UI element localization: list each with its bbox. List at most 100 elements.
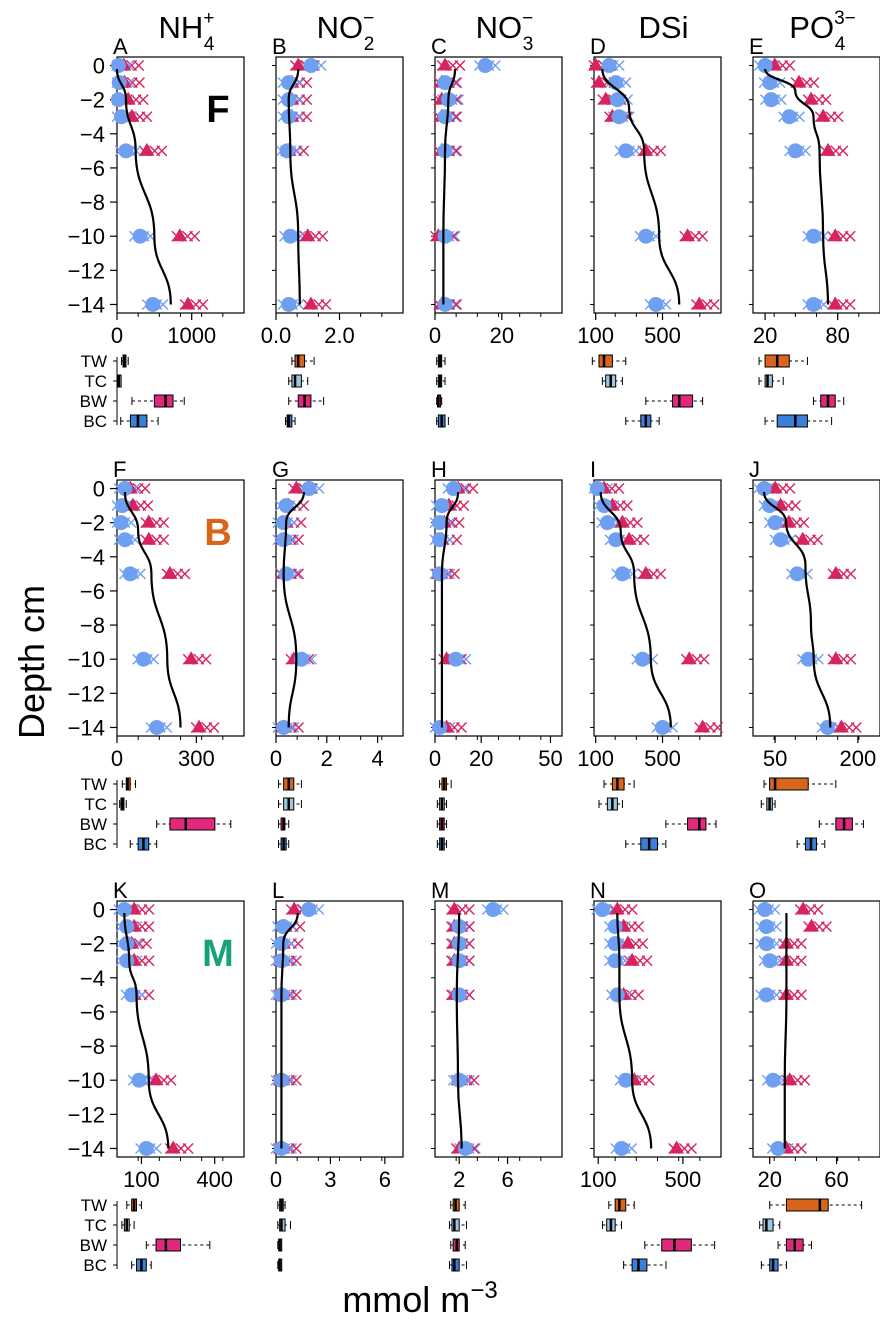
replicate-cross-blue	[290, 568, 302, 580]
replicate-cross-red	[641, 955, 653, 967]
data-circle	[756, 481, 772, 497]
data-circle	[589, 481, 605, 497]
data-triangle	[828, 651, 844, 665]
data-circle	[770, 1140, 786, 1156]
data-triangle	[588, 57, 604, 71]
replicate-cross-blue	[286, 955, 298, 967]
replicate-cross-red	[182, 1142, 194, 1154]
replicate-cross-blue	[489, 60, 501, 72]
data-triangle	[791, 74, 807, 88]
boxplot-TC	[288, 374, 309, 388]
boxplot-BW	[277, 1238, 283, 1252]
x-tick-label: 2	[453, 1167, 465, 1192]
replicate-cross-blue	[613, 60, 625, 72]
replicate-cross-red	[708, 298, 720, 310]
y-tick-label: −8	[80, 613, 105, 638]
boxplot-TC: TC	[84, 1216, 135, 1235]
data-circle	[451, 953, 467, 969]
data-circle	[594, 902, 610, 918]
boxplot-TW	[763, 777, 837, 791]
replicate-cross-red	[621, 500, 633, 512]
x-tick-label: 400	[196, 1167, 233, 1192]
panel-letter: J	[749, 457, 760, 482]
panel-letter: K	[113, 878, 128, 903]
boxplot-TC	[601, 1218, 623, 1232]
x-tick-label: 500	[665, 1167, 702, 1192]
y-axis-label: Depth cm	[11, 585, 52, 739]
data-triangle	[191, 719, 207, 733]
column-header-4: DSi	[639, 10, 689, 45]
boxplot-category-label: BC	[83, 1256, 107, 1275]
replicate-cross-red	[463, 989, 475, 1001]
replicate-cross-red	[613, 483, 625, 495]
y-tick-label: −12	[68, 1102, 105, 1127]
data-circle	[282, 228, 298, 244]
replicate-cross-blue	[449, 298, 461, 310]
replicate-cross-blue	[449, 111, 461, 123]
data-triangle	[286, 901, 302, 915]
data-circle	[276, 515, 292, 531]
data-triangle	[624, 952, 640, 966]
replicate-cross-red	[179, 568, 191, 580]
column-header-5: PO3− 4	[789, 8, 855, 55]
data-triangle	[172, 228, 188, 242]
replicate-cross-red	[812, 904, 824, 916]
y-tick-label: −14	[68, 715, 105, 740]
fit-line	[282, 491, 306, 728]
replicate-cross-red	[798, 517, 810, 529]
replicate-cross-blue	[313, 904, 325, 916]
boxplot-TW	[758, 354, 808, 368]
y-tick-label: −12	[68, 258, 105, 283]
data-circle	[648, 296, 664, 312]
replicate-cross-red	[208, 721, 220, 733]
data-circle	[116, 902, 132, 918]
replicate-cross-blue	[157, 298, 169, 310]
x-tick-label: 0	[270, 746, 282, 771]
replicate-cross-red	[643, 1074, 655, 1086]
boxplot-BC: BC	[83, 412, 159, 431]
data-circle	[135, 651, 151, 667]
replicate-cross-red	[698, 653, 710, 665]
replicate-cross-blue	[667, 721, 679, 733]
replicate-cross-red	[298, 145, 310, 157]
boxplot-BC	[278, 837, 290, 851]
boxplot-BW	[436, 817, 448, 831]
boxplot-category-label: BW	[80, 815, 107, 834]
y-tick-label: −14	[68, 292, 105, 317]
panel-letter: B	[272, 34, 287, 59]
data-triangle	[638, 142, 654, 156]
x-tick-label: 100	[577, 746, 614, 771]
replicate-cross-red	[631, 517, 643, 529]
boxplot-category-label: TW	[81, 352, 107, 371]
replicate-cross-blue	[134, 568, 146, 580]
boxplot-BC	[277, 1258, 283, 1272]
data-circle	[789, 566, 805, 582]
boxplot-BC	[796, 837, 826, 851]
data-triangle	[691, 296, 707, 310]
y-tick-label: −6	[80, 579, 105, 604]
data-circle	[601, 58, 617, 74]
data-circle	[293, 651, 309, 667]
panel-letter: D	[590, 34, 606, 59]
replicate-cross-red	[633, 921, 645, 933]
boxplot-TW	[608, 1198, 635, 1212]
x-tick-label: 2.0	[324, 323, 355, 348]
replicate-cross-red	[200, 653, 212, 665]
data-circle	[773, 532, 789, 548]
x-tick-label: 100	[577, 323, 614, 348]
x-tick-label: 6	[501, 1167, 513, 1192]
data-circle	[138, 1140, 154, 1156]
replicate-cross-red	[133, 77, 145, 89]
replicate-cross-red	[290, 1142, 302, 1154]
data-circle	[614, 566, 630, 582]
x-tick-label: 4	[371, 746, 383, 771]
replicate-cross-red	[458, 500, 470, 512]
y-tick-label: −8	[80, 1034, 105, 1059]
y-tick-label: −2	[80, 88, 105, 113]
replicate-cross-red	[784, 60, 796, 72]
replicate-cross-red	[133, 60, 145, 72]
boxplot-TC	[436, 797, 448, 811]
data-circle	[281, 296, 297, 312]
data-circle	[432, 719, 448, 735]
